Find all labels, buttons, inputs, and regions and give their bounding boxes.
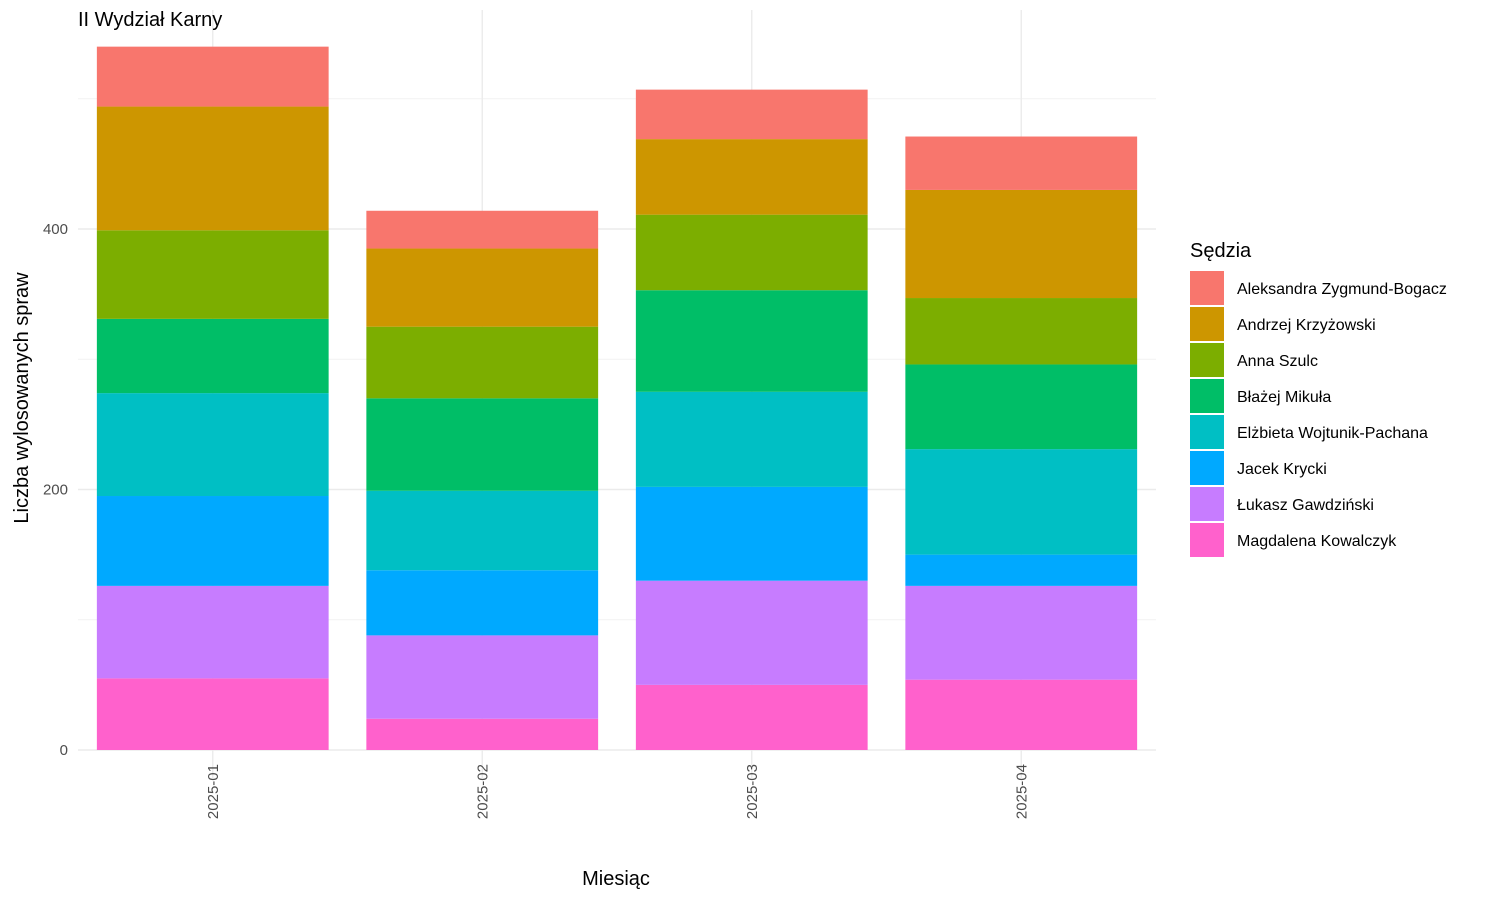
bar-segment bbox=[635, 214, 868, 291]
bar-segment bbox=[366, 248, 599, 327]
bar-segment bbox=[96, 318, 329, 394]
bar-segment bbox=[905, 136, 1138, 190]
legend: Sędzia Aleksandra Zygmund-Bogacz Andrzej … bbox=[1190, 240, 1447, 557]
y-tick-label: 0 bbox=[60, 742, 68, 759]
bar-segment bbox=[905, 298, 1138, 365]
bar-segment bbox=[366, 398, 599, 491]
legend-swatch bbox=[1190, 343, 1224, 377]
legend-label: Elżbieta Wojtunik-Pachana bbox=[1237, 425, 1428, 442]
legend-title: Sędzia bbox=[1190, 240, 1252, 262]
legend-label: Jacek Krycki bbox=[1237, 461, 1327, 478]
legend-swatch bbox=[1190, 523, 1224, 557]
bar-segment bbox=[96, 106, 329, 231]
bar-segment bbox=[96, 46, 329, 107]
x-tick-label: 2025-02 bbox=[474, 764, 491, 819]
bar-segment bbox=[635, 580, 868, 685]
bar-segment bbox=[635, 139, 868, 215]
bar-stack-2025-01 bbox=[96, 46, 329, 750]
legend-label: Łukasz Gawdziński bbox=[1237, 497, 1374, 514]
legend-item: Łukasz Gawdziński bbox=[1190, 487, 1374, 521]
legend-item: Błażej Mikuła bbox=[1190, 379, 1331, 413]
legend-label: Błażej Mikuła bbox=[1237, 389, 1331, 406]
legend-swatch bbox=[1190, 379, 1224, 413]
bar-segment bbox=[905, 364, 1138, 450]
bar-segment bbox=[96, 585, 329, 679]
bar-segment bbox=[96, 496, 329, 586]
chart-title: II Wydział Karny bbox=[78, 9, 222, 31]
y-tick-label: 400 bbox=[43, 221, 68, 238]
bar-segment bbox=[905, 585, 1138, 680]
bar-segment bbox=[635, 391, 868, 487]
bar-stack-2025-02 bbox=[366, 210, 599, 750]
legend-swatch bbox=[1190, 415, 1224, 449]
legend-swatch bbox=[1190, 307, 1224, 341]
bar-segment bbox=[905, 449, 1138, 555]
legend-item: Jacek Krycki bbox=[1190, 451, 1327, 485]
bar-segment bbox=[96, 230, 329, 319]
bar-segment bbox=[905, 554, 1138, 586]
legend-item: Magdalena Kowalczyk bbox=[1190, 523, 1397, 557]
bar-segment bbox=[635, 290, 868, 392]
x-tick-label: 2025-04 bbox=[1013, 764, 1030, 819]
bar-segment bbox=[635, 684, 868, 750]
bars-layer bbox=[96, 46, 1138, 750]
bar-segment bbox=[905, 189, 1138, 299]
bar-segment bbox=[96, 393, 329, 497]
bar-segment bbox=[366, 490, 599, 571]
bar-segment bbox=[366, 718, 599, 750]
bar-segment bbox=[366, 326, 599, 399]
y-axis-title: Liczba wylosowanych spraw bbox=[11, 272, 33, 524]
bar-stack-2025-04 bbox=[905, 136, 1138, 750]
bar-segment bbox=[635, 486, 868, 581]
legend-label: Aleksandra Zygmund-Bogacz bbox=[1237, 281, 1447, 298]
x-axis-title: Miesiąc bbox=[582, 868, 650, 890]
y-tick-label: 200 bbox=[43, 482, 68, 499]
bar-segment bbox=[96, 678, 329, 750]
x-tick-label: 2025-03 bbox=[744, 764, 761, 819]
bar-segment bbox=[635, 89, 868, 140]
legend-item: Elżbieta Wojtunik-Pachana bbox=[1190, 415, 1428, 449]
legend-label: Anna Szulc bbox=[1237, 353, 1318, 370]
bar-segment bbox=[366, 210, 599, 249]
y-axis-ticks: 0 200 400 bbox=[43, 221, 68, 759]
legend-swatch bbox=[1190, 451, 1224, 485]
bar-segment bbox=[366, 570, 599, 636]
legend-item: Anna Szulc bbox=[1190, 343, 1318, 377]
bar-stack-2025-03 bbox=[635, 89, 868, 750]
bar-segment bbox=[366, 635, 599, 719]
legend-item: Andrzej Krzyżowski bbox=[1190, 307, 1376, 341]
x-axis-ticks: 2025-01 2025-02 2025-03 2025-04 bbox=[205, 764, 1031, 819]
x-tick-label: 2025-01 bbox=[205, 764, 222, 819]
legend-label: Magdalena Kowalczyk bbox=[1237, 533, 1397, 550]
legend-items: Aleksandra Zygmund-Bogacz Andrzej Krzyżow… bbox=[1190, 271, 1447, 557]
legend-swatch bbox=[1190, 271, 1224, 305]
bar-segment bbox=[905, 679, 1138, 750]
legend-item: Aleksandra Zygmund-Bogacz bbox=[1190, 271, 1447, 305]
legend-swatch bbox=[1190, 487, 1224, 521]
legend-label: Andrzej Krzyżowski bbox=[1237, 317, 1376, 334]
